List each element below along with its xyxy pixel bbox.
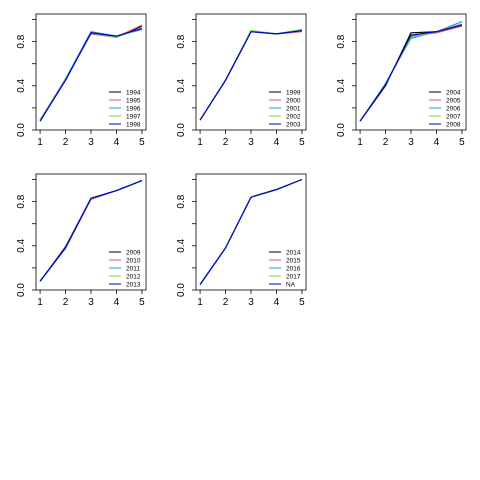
y-tick-label: 0.8 — [336, 34, 347, 48]
legend-label: 2006 — [446, 105, 461, 112]
legend-label: 1996 — [126, 105, 141, 112]
x-tick-label: 2 — [63, 297, 69, 308]
series-line-2013 — [39, 180, 143, 282]
y-tick-label: 0.8 — [176, 194, 187, 208]
legend-label: 2000 — [286, 97, 301, 104]
legend-label: 1995 — [126, 97, 141, 104]
legend-label: 1998 — [126, 121, 141, 128]
x-tick-label: 1 — [37, 137, 43, 148]
series-line-2003 — [199, 30, 302, 121]
legend-label: 2015 — [286, 257, 301, 264]
legend-label: 2016 — [286, 265, 301, 272]
y-tick-label: 0.4 — [16, 238, 27, 252]
y-tick-label: 0.8 — [176, 34, 187, 48]
x-tick-label: 1 — [197, 137, 203, 148]
legend-label: 2017 — [286, 273, 301, 280]
legend-label: NA — [286, 281, 296, 288]
x-tick-label: 2 — [223, 297, 229, 308]
y-tick-label: 0.8 — [16, 194, 27, 208]
series-line-2008 — [359, 24, 463, 122]
x-tick-label: 3 — [248, 297, 254, 308]
x-tick-label: 1 — [357, 137, 363, 148]
y-tick-label: 0.0 — [176, 283, 187, 297]
x-tick-label: 4 — [274, 137, 280, 148]
x-tick-label: 1 — [37, 297, 43, 308]
x-tick-label: 2 — [383, 137, 389, 148]
series-line-NA — [199, 178, 303, 285]
x-tick-label: 3 — [408, 137, 414, 148]
y-tick-label: 0.0 — [16, 283, 27, 297]
y-tick-label: 0.0 — [336, 123, 347, 137]
y-tick-label: 0.4 — [176, 238, 187, 252]
legend-label: 1999 — [286, 89, 301, 96]
legend-label: 2009 — [126, 249, 141, 256]
legend-label: 2011 — [126, 265, 140, 272]
y-tick-label: 0.4 — [336, 78, 347, 92]
x-tick-label: 5 — [299, 137, 305, 148]
x-tick-label: 5 — [139, 137, 145, 148]
legend-label: 2013 — [126, 281, 141, 288]
y-tick-label: 0.8 — [16, 34, 27, 48]
legend-label: 2002 — [286, 113, 301, 120]
x-tick-label: 5 — [139, 297, 145, 308]
x-tick-label: 5 — [459, 137, 465, 148]
series-line-1998 — [39, 27, 143, 122]
legend-label: 2004 — [446, 89, 461, 96]
x-tick-label: 3 — [88, 297, 94, 308]
x-tick-label: 5 — [299, 297, 305, 308]
legend-label: 2010 — [126, 257, 141, 264]
legend-label: 2007 — [446, 113, 461, 120]
legend-label: 2014 — [286, 249, 301, 256]
x-tick-label: 2 — [223, 137, 229, 148]
x-tick-label: 4 — [434, 137, 440, 148]
x-tick-label: 1 — [197, 297, 203, 308]
x-tick-label: 4 — [114, 137, 120, 148]
legend-label: 1997 — [126, 113, 141, 120]
legend-label: 2001 — [286, 105, 301, 112]
legend-label: 2003 — [286, 121, 301, 128]
legend-label: 2012 — [126, 273, 141, 280]
y-tick-label: 0.4 — [176, 78, 187, 92]
x-tick-label: 2 — [63, 137, 69, 148]
y-tick-label: 0.0 — [176, 123, 187, 137]
y-tick-label: 0.4 — [16, 78, 27, 92]
y-tick-label: 0.0 — [16, 123, 27, 137]
x-tick-label: 3 — [248, 137, 254, 148]
legend-label: 1994 — [126, 89, 141, 96]
x-tick-label: 4 — [114, 297, 120, 308]
legend-label: 2005 — [446, 97, 461, 104]
x-tick-label: 3 — [88, 137, 94, 148]
x-tick-label: 4 — [274, 297, 280, 308]
legend-label: 2008 — [446, 121, 461, 128]
